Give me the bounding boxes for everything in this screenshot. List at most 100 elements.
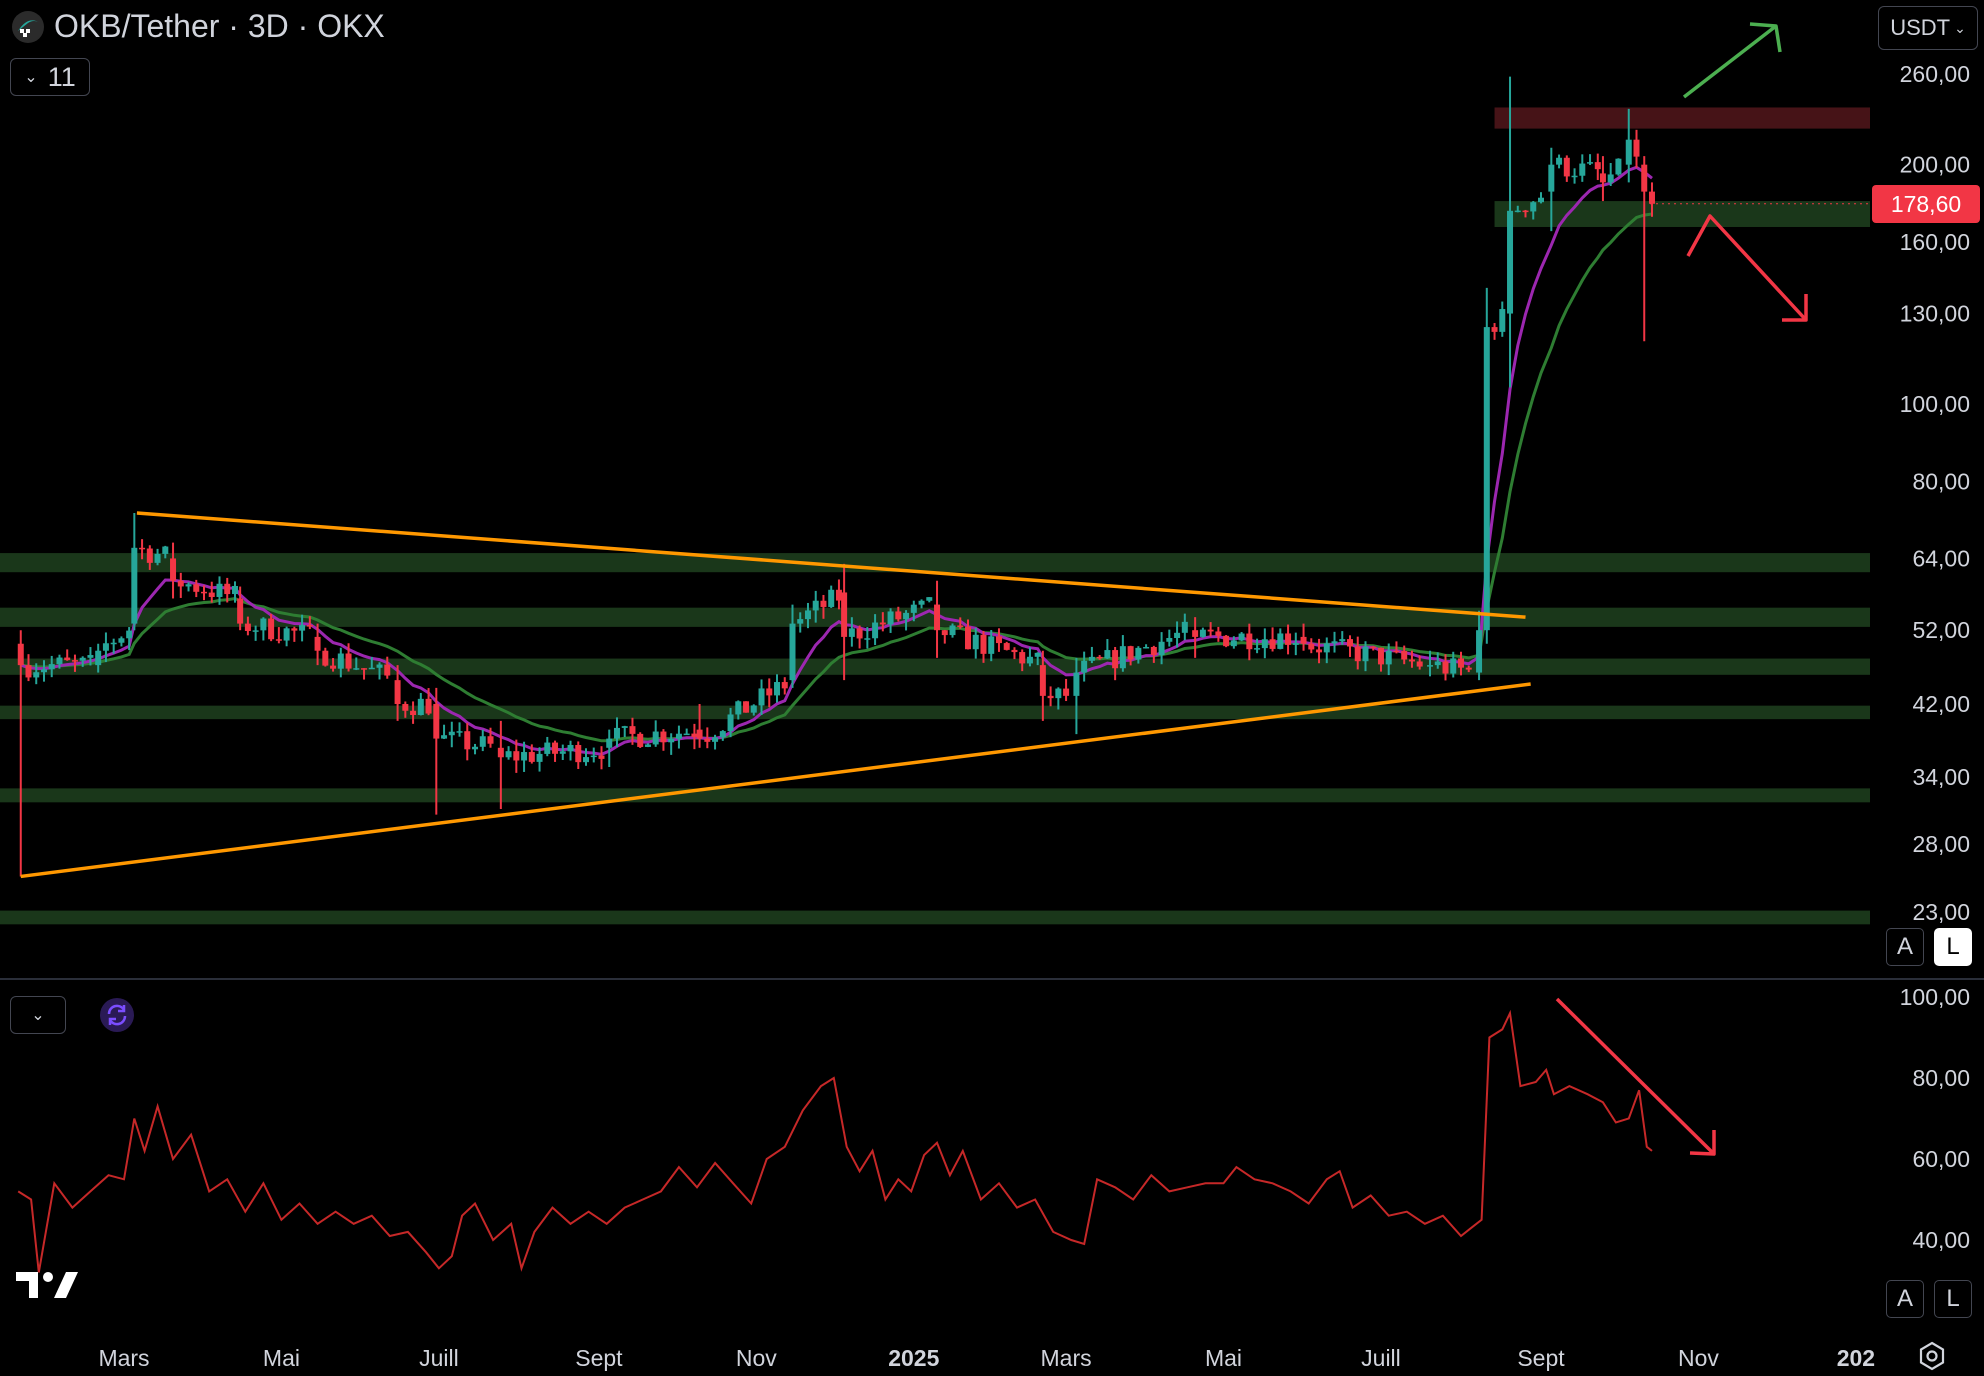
candle-body [306, 625, 313, 627]
refresh-icon[interactable] [100, 998, 134, 1032]
candle-body [1483, 327, 1490, 631]
candles [17, 76, 1655, 877]
auto-scale-button[interactable]: A [1886, 928, 1924, 966]
candle-body [1401, 650, 1408, 660]
candle-body [980, 634, 987, 654]
candle-body [1607, 174, 1614, 183]
candle-body [812, 600, 819, 611]
time-tick-label: Sept [1517, 1345, 1565, 1371]
axes: 260,00 200,00 160,00 130,00 100,00 80,00 64,00… [0, 61, 1984, 1371]
time-tick-label: 2025 [888, 1345, 939, 1371]
candle-body [126, 630, 133, 639]
candle-body [448, 731, 455, 736]
candle-body [394, 680, 401, 704]
candle-body [1465, 667, 1472, 670]
zone-support-4 [0, 788, 1870, 803]
price-pane[interactable] [0, 22, 1870, 925]
currency-label: USDT [1890, 15, 1951, 40]
time-tick-label: Juill [1361, 1345, 1401, 1371]
candle-body [1354, 646, 1361, 662]
candle-body [1648, 191, 1655, 204]
settings-icon[interactable] [1916, 1340, 1948, 1372]
time-tick-label: Sept [575, 1345, 623, 1371]
candle-body [64, 657, 71, 661]
candle-body [559, 751, 566, 754]
candle-body [456, 731, 463, 733]
candle-body [872, 622, 879, 639]
candle-body [887, 611, 894, 625]
candle-body [1104, 650, 1111, 659]
candle-body [368, 667, 375, 670]
candle-body [567, 744, 574, 752]
candle-body [735, 701, 742, 715]
time-tick-label: Mai [1205, 1345, 1242, 1371]
log-scale-button[interactable]: L [1934, 928, 1972, 966]
candle-body [1362, 646, 1369, 662]
candle-body [629, 726, 636, 734]
candle-body [353, 668, 360, 670]
candle-body [1026, 656, 1033, 664]
time-tick-label: Mars [98, 1345, 149, 1371]
candle-body [208, 592, 215, 597]
zone-support-0 [0, 553, 1870, 573]
indicator-pane[interactable] [17, 997, 1716, 1273]
currency-select[interactable]: USDT ⌄ [1878, 6, 1978, 50]
candle-body [965, 626, 972, 650]
candle-body [613, 727, 620, 739]
candle-body [1530, 202, 1537, 212]
candle-body [1119, 646, 1126, 669]
candle-body [879, 622, 886, 625]
candle-body [513, 751, 520, 761]
okx-logo-icon [12, 10, 44, 43]
candle-body [1499, 309, 1506, 332]
candle-body [1174, 632, 1181, 639]
candle-body [521, 752, 528, 761]
arrow-up-icon [1682, 22, 1782, 99]
candle-body [1238, 633, 1245, 641]
candle-body [544, 742, 551, 754]
candle-body [1285, 633, 1292, 645]
candle-body [185, 584, 192, 587]
indicator-tick-label: 60,00 [1912, 1146, 1970, 1172]
candle-body [71, 660, 78, 662]
arrow-down-icon [1686, 214, 1808, 322]
candle-body [675, 733, 682, 739]
time-tick-label: Mai [263, 1345, 300, 1371]
price-tick-label: 34,00 [1912, 764, 1970, 790]
price-tick-label: 52,00 [1912, 617, 1970, 643]
candle-body [856, 628, 863, 639]
candle-body [758, 688, 765, 706]
candle-body [1538, 197, 1544, 203]
candle-body [441, 735, 448, 739]
candle-body [1476, 630, 1483, 673]
candle-body [201, 591, 208, 594]
price-tick-label: 200,00 [1900, 152, 1970, 178]
candle-body [621, 726, 628, 728]
candle-body [1181, 621, 1188, 633]
candle-body [1207, 629, 1214, 632]
candle-body [804, 610, 811, 620]
indicators-toggle-button[interactable]: ⌄ 11 [10, 58, 90, 96]
candle-body [139, 547, 146, 550]
candle-body [1135, 647, 1142, 660]
candle-body [1370, 646, 1377, 649]
indicator-collapse-button[interactable]: ⌄ [10, 996, 66, 1034]
candle-body [1548, 164, 1555, 192]
log-scale-button-indicator[interactable]: L [1934, 1280, 1972, 1318]
zone-support-3 [0, 705, 1870, 720]
auto-scale-button-indicator[interactable]: A [1886, 1280, 1924, 1318]
candle-body [848, 628, 855, 637]
ema-slow-line [20, 212, 1653, 743]
candle-body [479, 736, 486, 747]
candle-body [668, 738, 675, 743]
candle-body [598, 755, 605, 759]
candle-body [583, 757, 590, 763]
candle-body [1292, 643, 1299, 645]
zone-support-2 [0, 658, 1870, 675]
candle-body [1457, 658, 1464, 668]
candle-body [252, 630, 259, 632]
indicator-arrow-down-icon-shaft [1555, 997, 1716, 1156]
candle-body [216, 583, 223, 597]
candle-body [402, 704, 409, 711]
